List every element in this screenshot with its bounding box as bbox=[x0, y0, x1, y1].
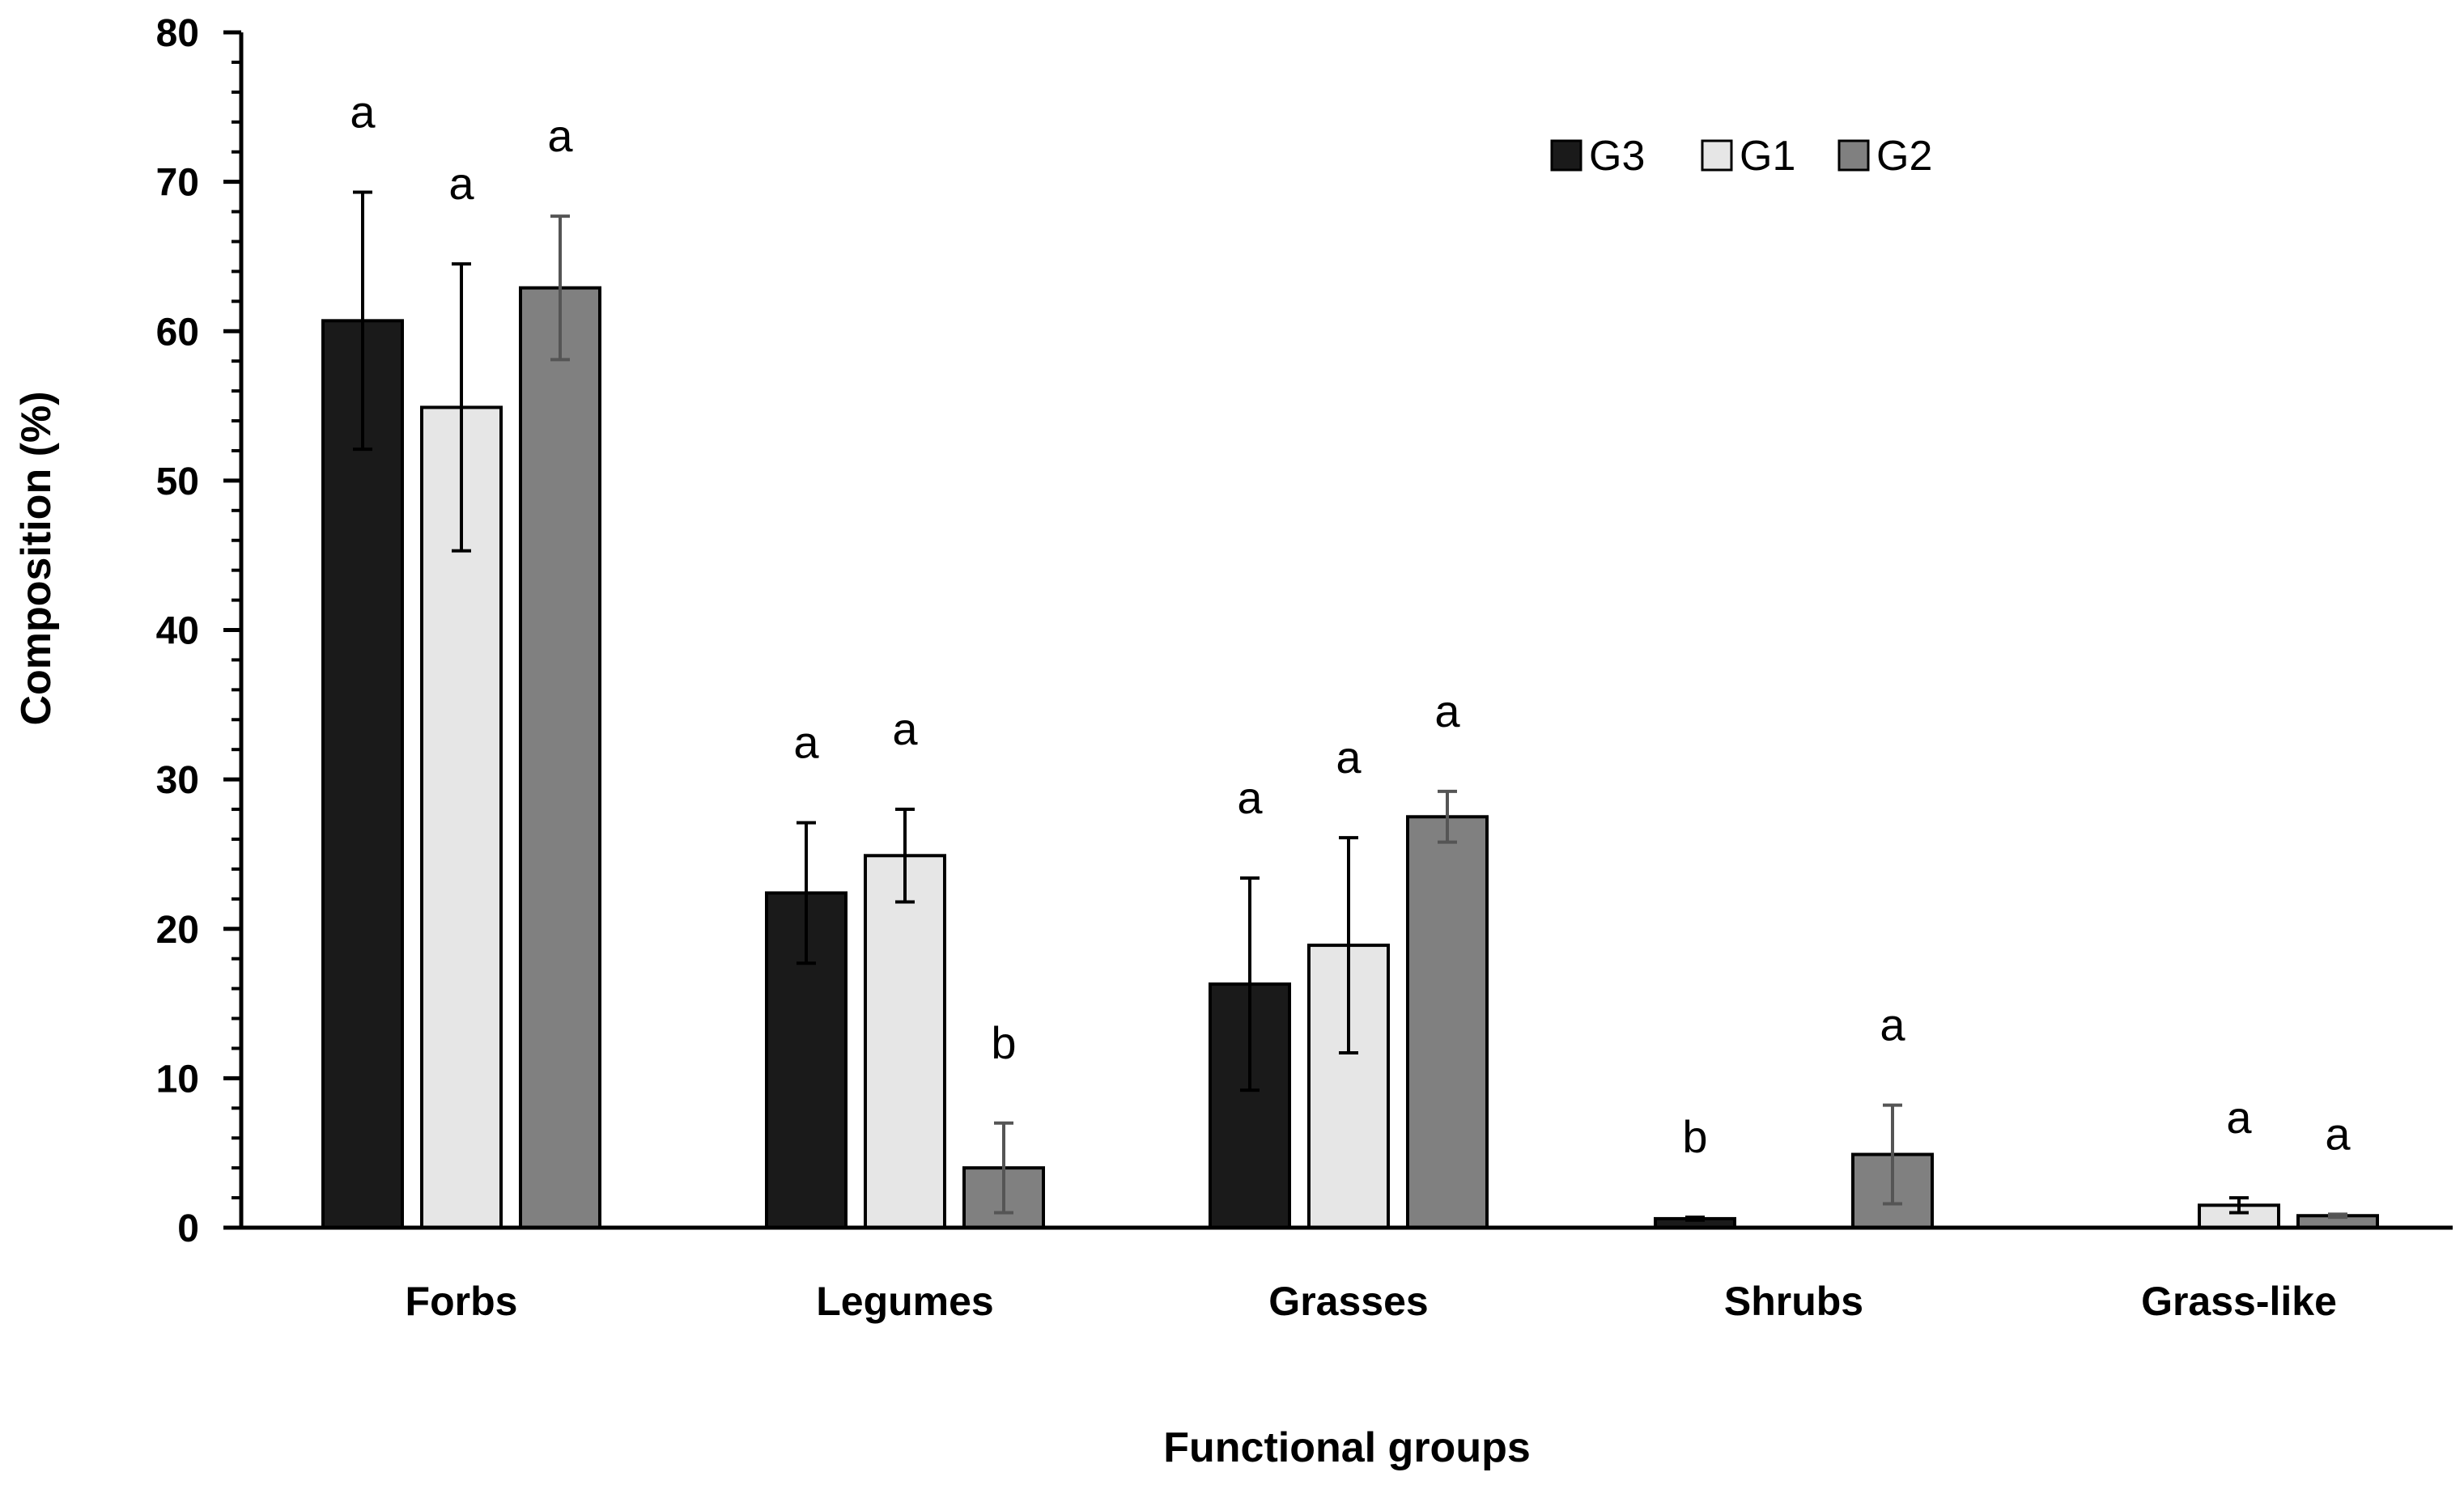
significance-letters: a a a b a a a a a b a a a bbox=[350, 87, 2351, 1163]
bars bbox=[321, 286, 2379, 1230]
legend-label-g1: G1 bbox=[1740, 133, 1795, 180]
significance-letter: a bbox=[793, 717, 819, 768]
axes bbox=[239, 32, 2453, 1230]
significance-letter: b bbox=[1682, 1111, 1707, 1162]
significance-letter: b bbox=[991, 1017, 1016, 1068]
y-axis-ticks: 0 10 20 30 40 50 60 70 80 bbox=[156, 12, 241, 1250]
significance-letter: a bbox=[2226, 1092, 2252, 1143]
x-axis-tick-labels: Forbs Legumes Grasses Shrubs Grass-like bbox=[406, 1279, 2337, 1324]
error-bars bbox=[353, 190, 2347, 1222]
significance-letter: a bbox=[1880, 999, 1905, 1050]
x-tick-label: Legumes bbox=[816, 1279, 994, 1324]
y-tick-label: 20 bbox=[156, 909, 199, 952]
y-tick-label: 10 bbox=[156, 1058, 199, 1101]
y-tick-label: 0 bbox=[177, 1207, 199, 1250]
legend-label-g2: G2 bbox=[1876, 133, 1932, 180]
x-axis-title: Functional groups bbox=[1163, 1424, 1531, 1471]
x-tick-label: Forbs bbox=[406, 1279, 518, 1324]
legend-swatch-g3 bbox=[1550, 139, 1582, 172]
bar-g3 bbox=[321, 319, 404, 1229]
y-axis-title: Composition (%) bbox=[13, 391, 60, 725]
significance-letter: a bbox=[448, 158, 474, 209]
y-tick-label: 40 bbox=[156, 610, 199, 653]
y-tick-label: 60 bbox=[156, 311, 199, 354]
legend-swatch-g2 bbox=[1837, 139, 1870, 172]
significance-letter: a bbox=[892, 703, 918, 754]
significance-letter: a bbox=[1434, 685, 1460, 736]
x-tick-label: Grasses bbox=[1268, 1279, 1428, 1324]
significance-letter: a bbox=[1237, 772, 1263, 823]
significance-letter: a bbox=[350, 87, 376, 138]
legend-swatch-g1 bbox=[1701, 139, 1733, 172]
bar-g1 bbox=[864, 854, 946, 1229]
x-tick-label: Grass-like bbox=[2141, 1279, 2337, 1324]
legend-label-g3: G3 bbox=[1589, 133, 1645, 180]
significance-letter: a bbox=[2325, 1108, 2351, 1159]
legend: G3 G1 G2 bbox=[1550, 133, 1932, 180]
y-tick-label: 70 bbox=[156, 162, 199, 205]
y-tick-label: 80 bbox=[156, 12, 199, 55]
bar-g2 bbox=[519, 286, 601, 1229]
x-tick-label: Shrubs bbox=[1724, 1279, 1863, 1324]
significance-letter: a bbox=[547, 110, 573, 161]
y-tick-label: 30 bbox=[156, 759, 199, 802]
y-tick-label: 50 bbox=[156, 460, 199, 503]
significance-letter: a bbox=[1336, 732, 1362, 783]
bar-g2 bbox=[1406, 815, 1489, 1229]
